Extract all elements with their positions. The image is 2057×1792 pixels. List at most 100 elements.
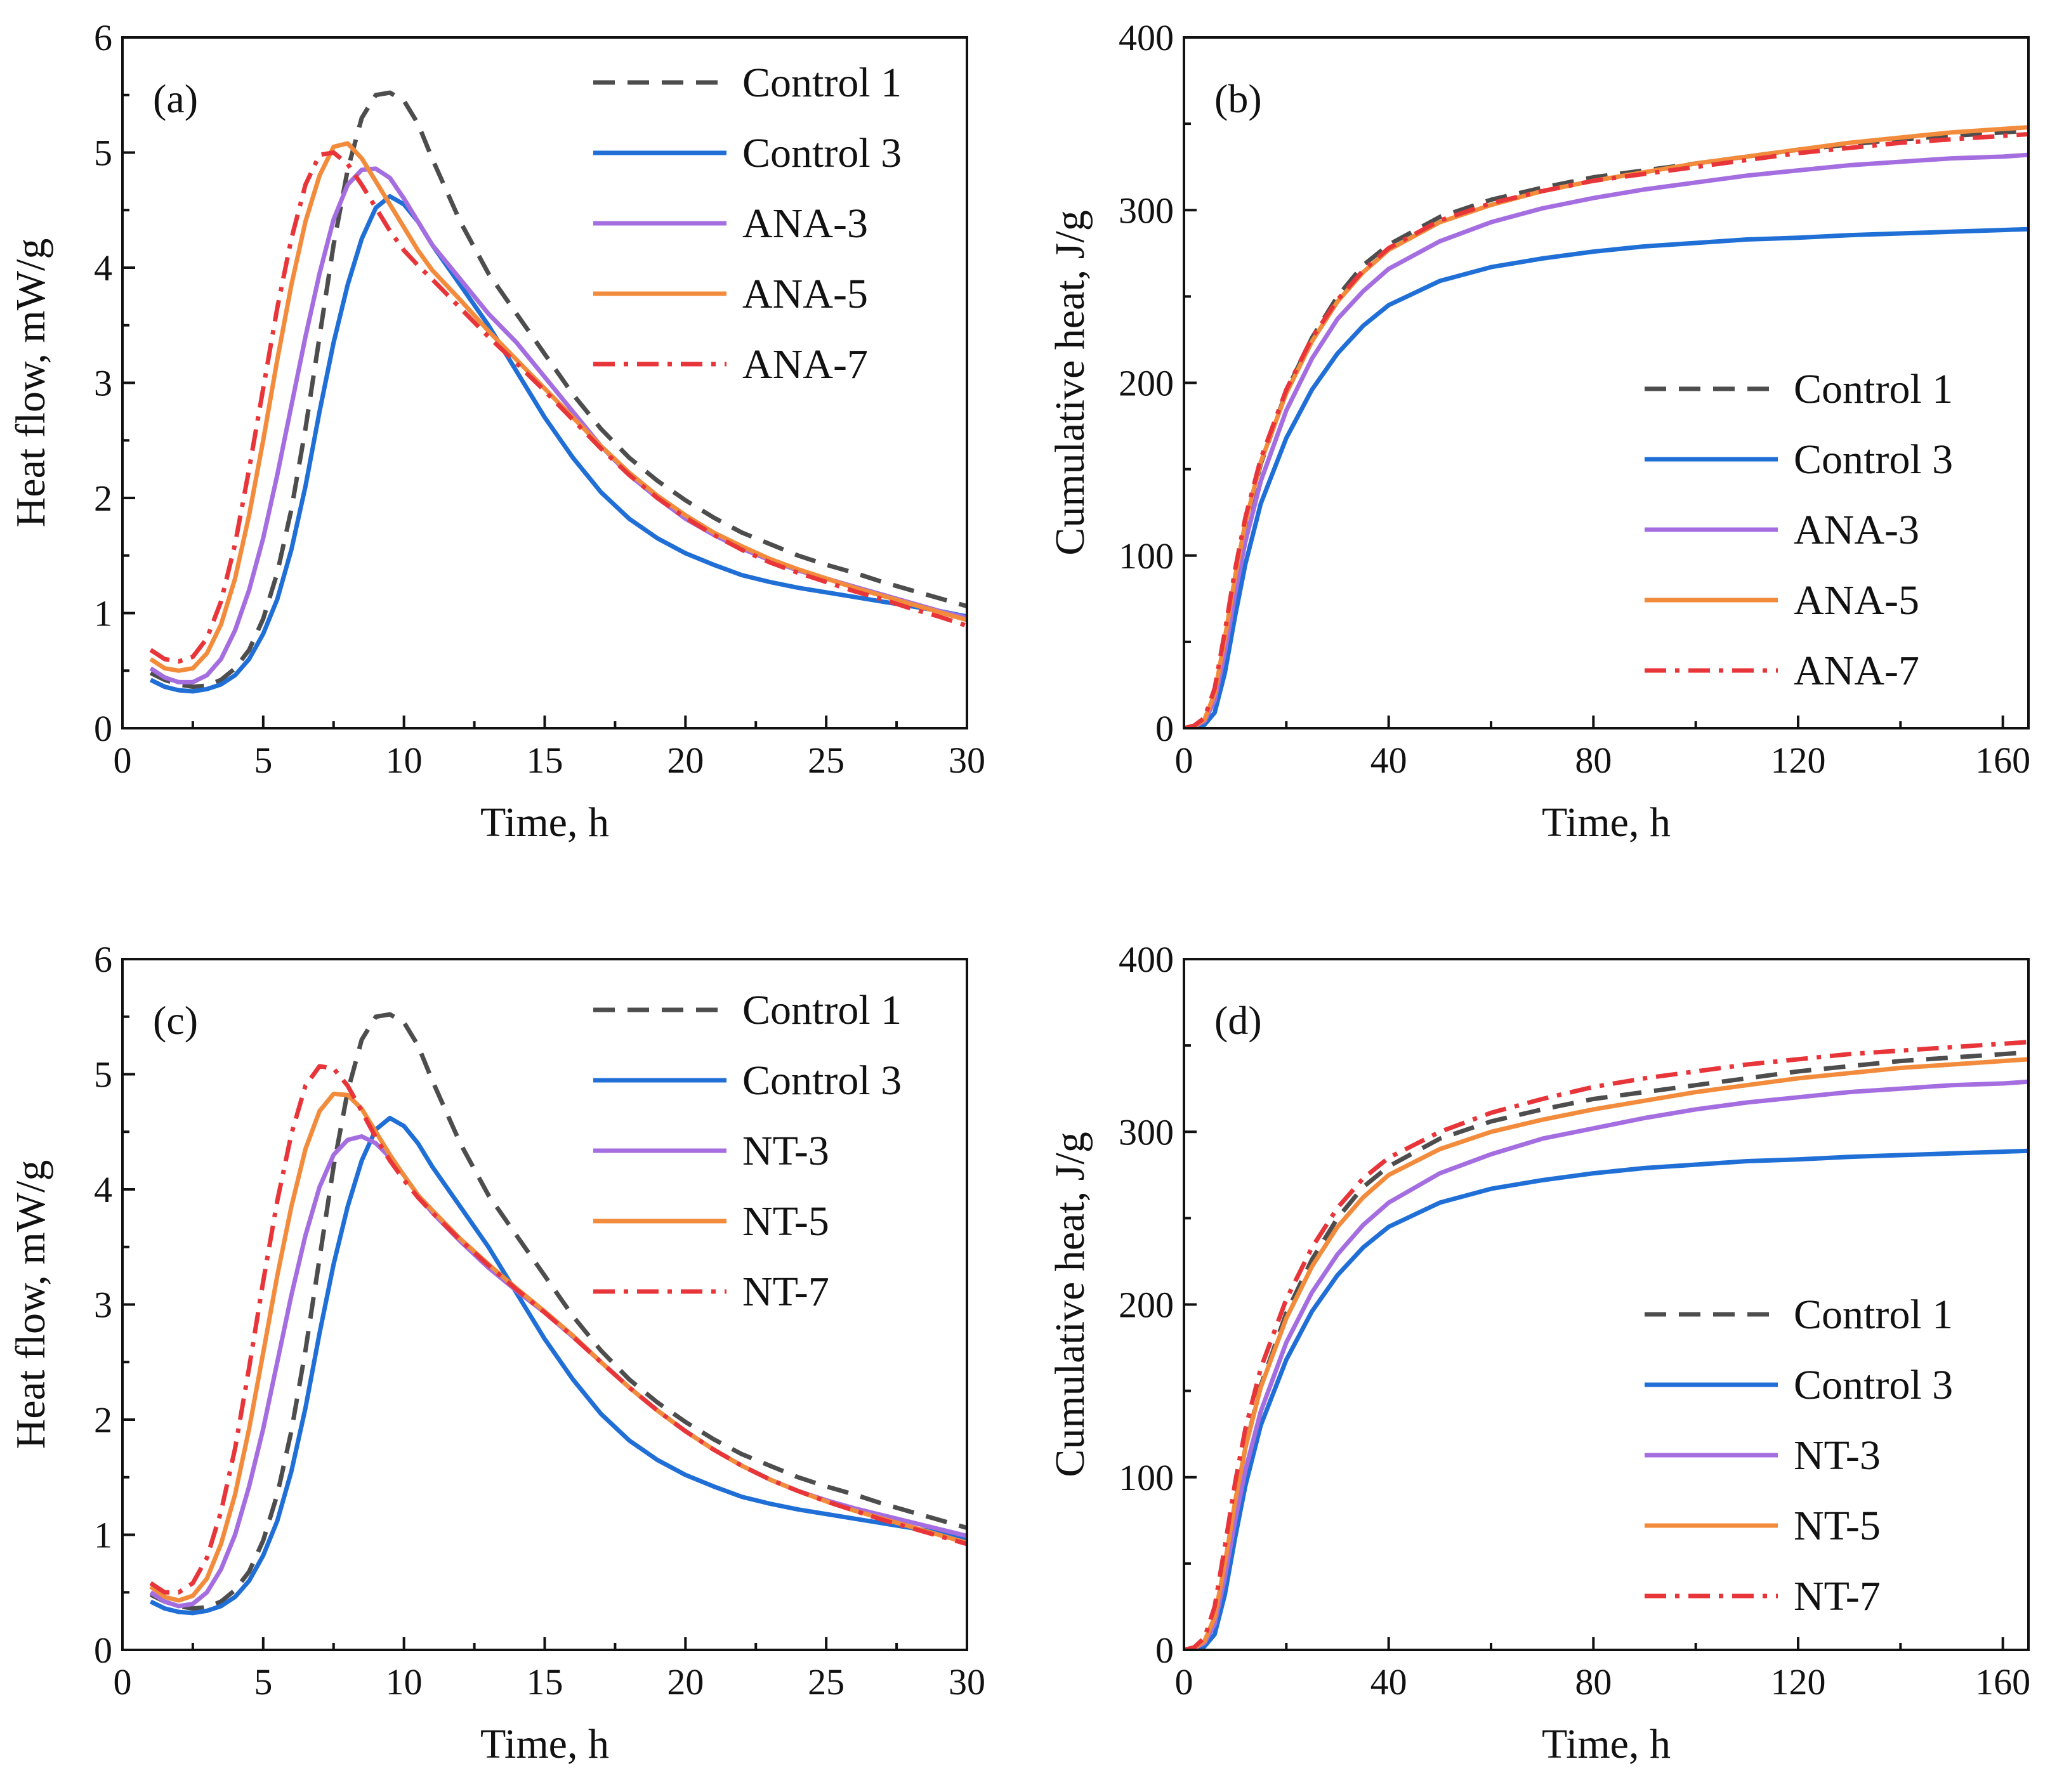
- y-axis-title: Heat flow, mW/g: [8, 239, 54, 528]
- y-tick-label: 0: [1155, 1630, 1174, 1671]
- series-line-control-3: [149, 1116, 967, 1616]
- legend-label: ANA-5: [1794, 577, 1919, 624]
- legend-label: ANA-5: [742, 271, 868, 317]
- x-tick-label: 15: [527, 740, 563, 781]
- legend-label: ANA-3: [1794, 507, 1919, 553]
- legend-label: NT-3: [742, 1128, 829, 1174]
- x-tick-label: 120: [1771, 740, 1826, 781]
- y-tick-label: 200: [1119, 363, 1174, 404]
- legend-label: Control 3: [1794, 436, 1953, 483]
- panel-label: (d): [1214, 998, 1262, 1043]
- y-tick-label: 6: [94, 939, 112, 980]
- series-line-control-1: [149, 90, 967, 690]
- panel-c-heat-flow-nt: 0 5 10 15 20 25 30 0 1 2 3 4 5 6 Time, h Heat flow, mW/…: [8, 939, 985, 1767]
- series-group: [149, 90, 967, 694]
- y-tick-label: 0: [94, 1630, 112, 1671]
- series-line-ana-7: [149, 150, 967, 664]
- y-tick-label: 300: [1119, 190, 1174, 231]
- x-tick-label: 40: [1370, 1661, 1407, 1703]
- x-axis-title: Time, h: [480, 1721, 609, 1767]
- series-line-control-1: [149, 1012, 967, 1611]
- legend-label: ANA-3: [742, 200, 868, 247]
- x-tick-label: 80: [1575, 1661, 1612, 1703]
- y-tick-label: 400: [1119, 17, 1174, 58]
- panel-label: (c): [153, 998, 198, 1043]
- x-tick-label: 10: [386, 1661, 423, 1703]
- series-group: [149, 1012, 967, 1616]
- y-tick-label: 3: [94, 363, 112, 404]
- y-tick-label: 0: [94, 708, 112, 749]
- series-line-nt-3: [1184, 1079, 2028, 1650]
- y-tick-label: 1: [94, 593, 112, 634]
- legend-label: Control 1: [1794, 366, 1953, 412]
- x-tick-label: 20: [667, 1661, 704, 1703]
- legend-label: ANA-7: [742, 341, 868, 388]
- y-tick-label: 4: [94, 247, 112, 289]
- series-line-control-1: [1184, 128, 2028, 728]
- y-tick-label: 400: [1119, 939, 1174, 980]
- series-group: [1184, 1040, 2028, 1650]
- legend-label: ANA-7: [1794, 648, 1919, 694]
- x-tick-label: 20: [667, 740, 704, 781]
- x-axis-title: Time, h: [1542, 799, 1671, 846]
- series-line-nt-7: [149, 1064, 967, 1595]
- x-tick-label: 25: [808, 740, 844, 781]
- y-tick-label: 5: [94, 1054, 112, 1095]
- x-tick-label: 10: [386, 740, 423, 781]
- panel-a-heat-flow-ana: 0 5 10 15 20 25 30 0 1 2 3 4 5 6 Time, h Heat flow, mW/…: [8, 17, 985, 846]
- y-tick-label: 100: [1119, 1457, 1174, 1498]
- legend: Control 1 Control 3 NT-3 NT-5 NT-7: [1645, 1292, 1953, 1619]
- x-tick-label: 0: [1175, 740, 1193, 781]
- legend-label: Control 3: [1794, 1362, 1953, 1408]
- y-axis-title: Heat flow, mW/g: [8, 1160, 54, 1449]
- x-tick-label: 15: [527, 1661, 563, 1703]
- x-tick-label: 5: [254, 740, 272, 781]
- y-tick-label: 3: [94, 1285, 112, 1326]
- panel-b-cumulative-heat-ana: 0 40 80 120 160 0 100 200 300 400 Time, h Cumulativ…: [1047, 17, 2030, 846]
- y-axis-title: Cumulative heat, J/g: [1047, 210, 1093, 555]
- panel-label: (b): [1214, 76, 1262, 121]
- x-tick-label: 0: [1175, 1661, 1193, 1703]
- panel-label: (a): [153, 76, 198, 121]
- legend-label: NT-3: [1794, 1432, 1881, 1479]
- series-line-ana-5: [149, 141, 967, 673]
- legend-label: Control 1: [742, 987, 902, 1033]
- x-tick-label: 160: [1975, 740, 2030, 781]
- legend-label: NT-7: [742, 1269, 829, 1315]
- y-tick-label: 5: [94, 133, 112, 174]
- legend-label: Control 3: [742, 130, 902, 176]
- panel-d-cumulative-heat-nt: 0 40 80 120 160 0 100 200 300 400 Time, h Cumulativ…: [1047, 939, 2030, 1767]
- series-line-nt-7: [1184, 1040, 2028, 1650]
- series-line-ana-5: [1184, 125, 2028, 728]
- series-line-control-1: [1184, 1050, 2028, 1650]
- x-tick-label: 80: [1575, 740, 1612, 781]
- series-line-ana-3: [1184, 152, 2028, 728]
- y-axis-title: Cumulative heat, J/g: [1047, 1132, 1093, 1477]
- legend-label: NT-5: [742, 1198, 829, 1245]
- legend-label: Control 3: [742, 1057, 902, 1104]
- x-tick-label: 0: [114, 1661, 132, 1703]
- y-tick-label: 4: [94, 1169, 112, 1210]
- series-line-ana-7: [1184, 132, 2028, 728]
- y-tick-label: 2: [94, 1399, 112, 1441]
- series-line-control-3: [1184, 1148, 2028, 1650]
- x-tick-label: 25: [808, 1661, 844, 1703]
- x-axis-title: Time, h: [480, 799, 609, 846]
- x-tick-label: 120: [1771, 1661, 1826, 1703]
- x-tick-label: 0: [114, 740, 132, 781]
- x-tick-label: 30: [949, 1661, 985, 1703]
- y-tick-label: 6: [94, 17, 112, 58]
- series-line-nt-5: [1184, 1057, 2028, 1650]
- legend: Control 1 Control 3 NT-3 NT-5 NT-7: [593, 987, 902, 1315]
- x-tick-label: 160: [1975, 1661, 2030, 1703]
- y-tick-label: 300: [1119, 1111, 1174, 1153]
- y-tick-label: 100: [1119, 535, 1174, 577]
- x-tick-label: 40: [1370, 740, 1407, 781]
- x-tick-label: 30: [949, 740, 985, 781]
- legend-label: NT-7: [1794, 1573, 1881, 1619]
- y-tick-label: 1: [94, 1515, 112, 1556]
- series-line-control-3: [1184, 226, 2028, 728]
- x-tick-label: 5: [254, 1661, 272, 1703]
- legend-label: NT-5: [1794, 1503, 1881, 1549]
